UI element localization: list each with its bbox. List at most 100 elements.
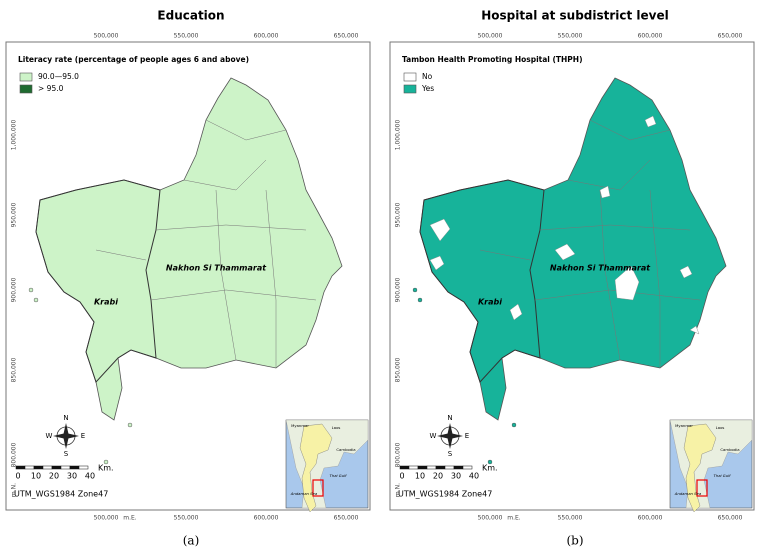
no-hospital-area xyxy=(679,265,693,279)
bottom-tick-label: m.E. xyxy=(123,515,137,522)
province-map xyxy=(28,77,343,465)
legend-swatch xyxy=(19,72,33,82)
legend-title: Literacy rate (percentage of people ages… xyxy=(18,55,249,64)
district-border xyxy=(539,224,691,231)
scale-label: Km. xyxy=(482,464,498,473)
top-tick-label: 550,000 xyxy=(558,33,583,40)
legend-swatch xyxy=(19,84,33,94)
district-border xyxy=(567,159,651,191)
bottom-tick-label: 500,000 xyxy=(478,515,503,522)
scale-segment xyxy=(24,465,35,470)
left-tick-label: m.N. xyxy=(395,483,402,497)
inset-label: Myanmar xyxy=(291,423,309,428)
compass-label: E xyxy=(81,432,85,440)
no-hospital-area xyxy=(554,243,576,261)
scale-label: 10 xyxy=(415,472,425,481)
inset-label: Laos xyxy=(332,425,341,430)
island xyxy=(417,297,423,303)
place-label: Nakhon Si Thammarat xyxy=(166,264,267,273)
panel-caption: (b) xyxy=(566,534,583,548)
district-border xyxy=(95,249,147,261)
district-border xyxy=(534,289,701,301)
district-border xyxy=(589,119,671,141)
island xyxy=(33,297,39,303)
panel-caption: (a) xyxy=(183,534,200,548)
panel-title: Hospital at subdistrict level xyxy=(481,9,669,23)
inset-label: Andaman Sea xyxy=(290,491,318,496)
scale-label: Km. xyxy=(98,464,114,473)
top-tick-label: 550,000 xyxy=(174,33,199,40)
district-border xyxy=(479,249,531,261)
left-tick-label: m.N. xyxy=(11,483,18,497)
projection-label: UTM_WGS1984 Zone47 xyxy=(398,490,492,499)
top-tick-label: 650,000 xyxy=(718,33,743,40)
left-tick-label: 1,000,000 xyxy=(11,120,18,151)
bottom-tick-label: 550,000 xyxy=(174,515,199,522)
scale-segment xyxy=(78,465,89,470)
top-tick-label: 600,000 xyxy=(254,33,279,40)
island xyxy=(487,459,493,465)
top-tick-label: 500,000 xyxy=(478,33,503,40)
scale-label: 0 xyxy=(399,472,404,481)
scale-segment xyxy=(426,465,437,470)
left-tick-label: 800,000 xyxy=(11,442,18,467)
legend-swatch xyxy=(403,84,417,94)
island xyxy=(127,422,133,428)
district-border xyxy=(183,159,267,191)
projection-label: UTM_WGS1984 Zone47 xyxy=(14,490,108,499)
compass-label: W xyxy=(430,432,437,440)
scale-label: 10 xyxy=(31,472,41,481)
island xyxy=(103,459,109,465)
left-tick-label: 900,000 xyxy=(11,277,18,302)
map-panel: Hospital at subdistrict level 500,000 550,… xyxy=(389,9,755,548)
scale-segment xyxy=(444,465,455,470)
scale-segment xyxy=(51,465,62,470)
map-panel: Education 500,000 550,000 600,000 650,000 500… xyxy=(5,9,371,548)
place-label: Krabi xyxy=(94,298,118,307)
no-hospital-area xyxy=(429,255,445,271)
no-hospital-area xyxy=(599,185,611,199)
panel-title: Education xyxy=(157,9,224,23)
inset-thailand xyxy=(683,423,717,513)
inset-label: Cambodia xyxy=(720,447,739,452)
scale-segment xyxy=(435,465,446,470)
scale-segment xyxy=(399,465,410,470)
inset-label: Andaman Sea xyxy=(674,491,702,496)
province-border xyxy=(419,179,545,383)
inset-label: Laos xyxy=(716,425,725,430)
bottom-tick-label: 600,000 xyxy=(254,515,279,522)
scale-segment xyxy=(453,465,464,470)
compass-star xyxy=(53,423,79,449)
scale-segment xyxy=(15,465,26,470)
district-border xyxy=(649,189,661,368)
scale-segment xyxy=(33,465,44,470)
compass-label: S xyxy=(448,450,453,458)
left-tick-label: 900,000 xyxy=(395,277,402,302)
bottom-tick-label: 500,000 xyxy=(94,515,119,522)
inset-study-area xyxy=(312,479,324,497)
place-label: Nakhon Si Thammarat xyxy=(550,264,651,273)
scale-segment xyxy=(462,465,473,470)
district-border xyxy=(599,189,621,361)
compass-label: S xyxy=(64,450,69,458)
scale-label: 40 xyxy=(469,472,479,481)
district-border xyxy=(215,189,237,361)
legend-label: > 95.0 xyxy=(38,84,64,93)
top-tick-label: 600,000 xyxy=(638,33,663,40)
scale-label: 20 xyxy=(433,472,443,481)
left-tick-label: 850,000 xyxy=(11,357,18,382)
left-tick-label: 950,000 xyxy=(11,202,18,227)
island xyxy=(28,287,34,293)
district-border xyxy=(265,189,277,368)
scale-segment xyxy=(69,465,80,470)
compass-label: W xyxy=(46,432,53,440)
compass-label: N xyxy=(447,414,452,422)
top-tick-label: 500,000 xyxy=(94,33,119,40)
scale-segment xyxy=(60,465,71,470)
no-hospital-area xyxy=(429,218,451,242)
inset-study-area xyxy=(696,479,708,497)
no-hospital-area xyxy=(689,325,700,335)
scale-segment xyxy=(42,465,53,470)
scale-label: 30 xyxy=(451,472,461,481)
